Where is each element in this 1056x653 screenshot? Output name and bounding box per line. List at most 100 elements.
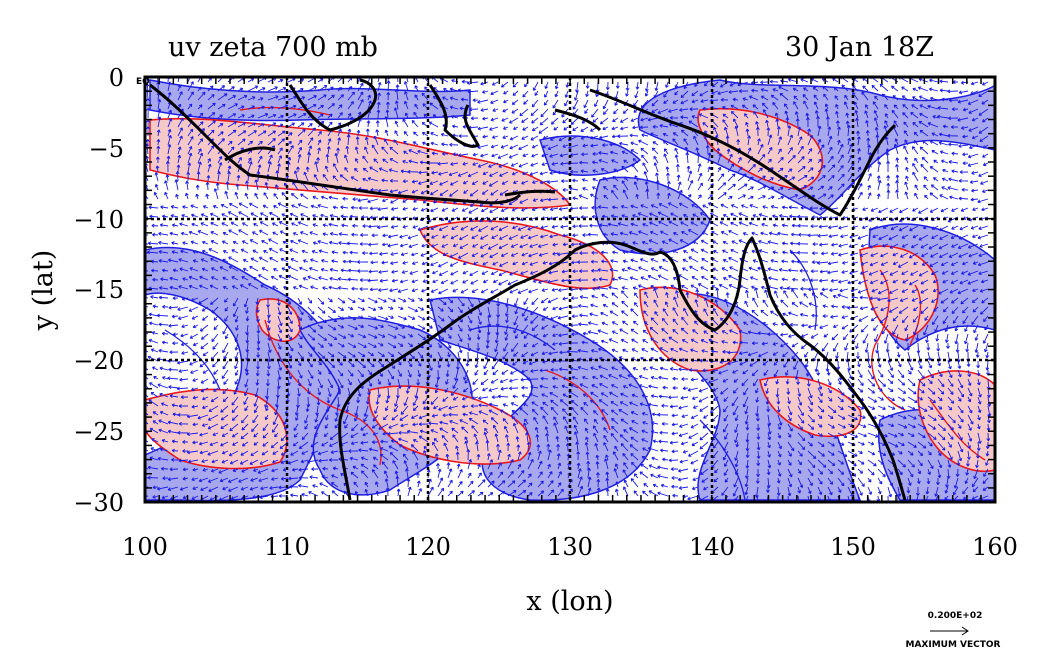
wind-vector xyxy=(857,191,863,200)
wind-vector xyxy=(260,486,269,491)
wind-vector xyxy=(903,145,909,155)
wind-vector xyxy=(648,490,659,497)
wind-vector xyxy=(884,104,889,110)
wind-vector xyxy=(920,306,929,314)
wind-vector xyxy=(959,170,969,175)
wind-vector xyxy=(251,423,259,433)
wind-vector xyxy=(543,99,549,106)
wind-vector xyxy=(690,338,699,344)
wind-vector xyxy=(367,342,377,348)
wind-vector xyxy=(727,350,739,355)
wind-vector xyxy=(317,147,321,155)
wind-vector xyxy=(817,477,823,485)
wind-vector xyxy=(903,130,909,137)
wind-vector xyxy=(200,222,209,227)
wind-vector xyxy=(712,441,719,449)
wind-vector xyxy=(688,368,699,372)
wind-vector xyxy=(797,432,806,442)
wind-vector xyxy=(760,231,769,236)
red-region xyxy=(759,376,862,437)
wind-vector xyxy=(221,213,229,218)
wind-vector xyxy=(867,405,876,410)
wind-vector xyxy=(677,477,689,482)
wind-vector xyxy=(807,134,814,146)
wind-vector xyxy=(169,285,179,290)
wind-vector xyxy=(437,477,444,488)
wind-vector xyxy=(250,212,259,218)
wind-vector xyxy=(212,360,219,368)
wind-vector xyxy=(927,104,939,110)
wind-vector xyxy=(739,360,749,366)
wind-vector xyxy=(630,308,639,317)
wind-vector xyxy=(843,101,849,110)
wind-vector xyxy=(897,450,903,455)
wind-vector xyxy=(544,81,549,89)
wind-vector xyxy=(639,258,649,263)
wind-vector xyxy=(208,405,219,412)
wind-vector xyxy=(722,249,729,254)
wind-vector xyxy=(673,296,679,308)
wind-vector xyxy=(301,249,309,254)
wind-vector xyxy=(615,481,619,488)
wind-vector xyxy=(480,288,489,294)
wind-vector xyxy=(931,132,939,137)
wind-vector xyxy=(561,384,569,389)
wind-vector xyxy=(234,369,239,376)
wind-vector xyxy=(411,288,419,293)
wind-vector xyxy=(730,204,739,209)
wind-vector xyxy=(501,180,509,185)
wind-vector xyxy=(937,405,943,410)
wind-vector xyxy=(797,223,809,228)
wind-vector xyxy=(164,180,169,191)
wind-vector xyxy=(870,207,879,212)
wind-vector xyxy=(467,315,473,324)
wind-vector xyxy=(742,232,749,236)
wind-vector xyxy=(402,118,409,128)
wind-vector xyxy=(245,342,250,353)
wind-vector xyxy=(564,425,569,434)
wind-vector xyxy=(676,174,681,182)
wind-vector xyxy=(457,490,464,497)
wind-vector xyxy=(207,102,216,110)
wind-vector xyxy=(373,158,379,164)
wind-vector xyxy=(311,249,319,254)
wind-vector xyxy=(797,396,803,406)
wind-vector xyxy=(481,189,489,195)
wind-vector xyxy=(931,149,939,155)
wind-vector xyxy=(939,252,949,259)
wind-vector xyxy=(452,396,459,401)
wind-vector xyxy=(623,429,629,434)
wind-vector xyxy=(237,130,247,137)
wind-vector xyxy=(967,396,972,403)
wind-vector xyxy=(719,81,729,88)
wind-vector xyxy=(531,207,539,212)
wind-vector xyxy=(457,252,469,259)
wind-vector xyxy=(308,267,319,272)
wind-vector xyxy=(222,231,229,236)
wind-vector xyxy=(837,459,844,465)
wind-vector xyxy=(728,284,739,290)
wind-vector xyxy=(328,285,339,290)
wind-vector xyxy=(623,159,629,164)
wind-vector xyxy=(492,424,499,434)
wind-vector xyxy=(452,434,459,443)
wind-vector xyxy=(365,396,370,405)
wind-vector xyxy=(937,106,949,110)
wind-vector xyxy=(504,333,509,341)
wind-vector xyxy=(936,477,940,486)
wind-vector xyxy=(539,384,549,389)
wind-vector xyxy=(847,432,858,438)
wind-vector xyxy=(787,414,792,422)
wind-vector xyxy=(161,438,169,443)
wind-vector xyxy=(878,207,889,214)
wind-vector xyxy=(528,288,539,294)
wind-vector xyxy=(718,283,729,290)
wind-vector xyxy=(177,430,189,435)
wind-vector xyxy=(447,468,453,479)
wind-vector xyxy=(982,153,989,158)
wind-vector xyxy=(413,111,419,119)
wind-vector xyxy=(947,186,959,191)
wind-vector xyxy=(957,441,964,453)
wind-vector xyxy=(389,158,399,164)
